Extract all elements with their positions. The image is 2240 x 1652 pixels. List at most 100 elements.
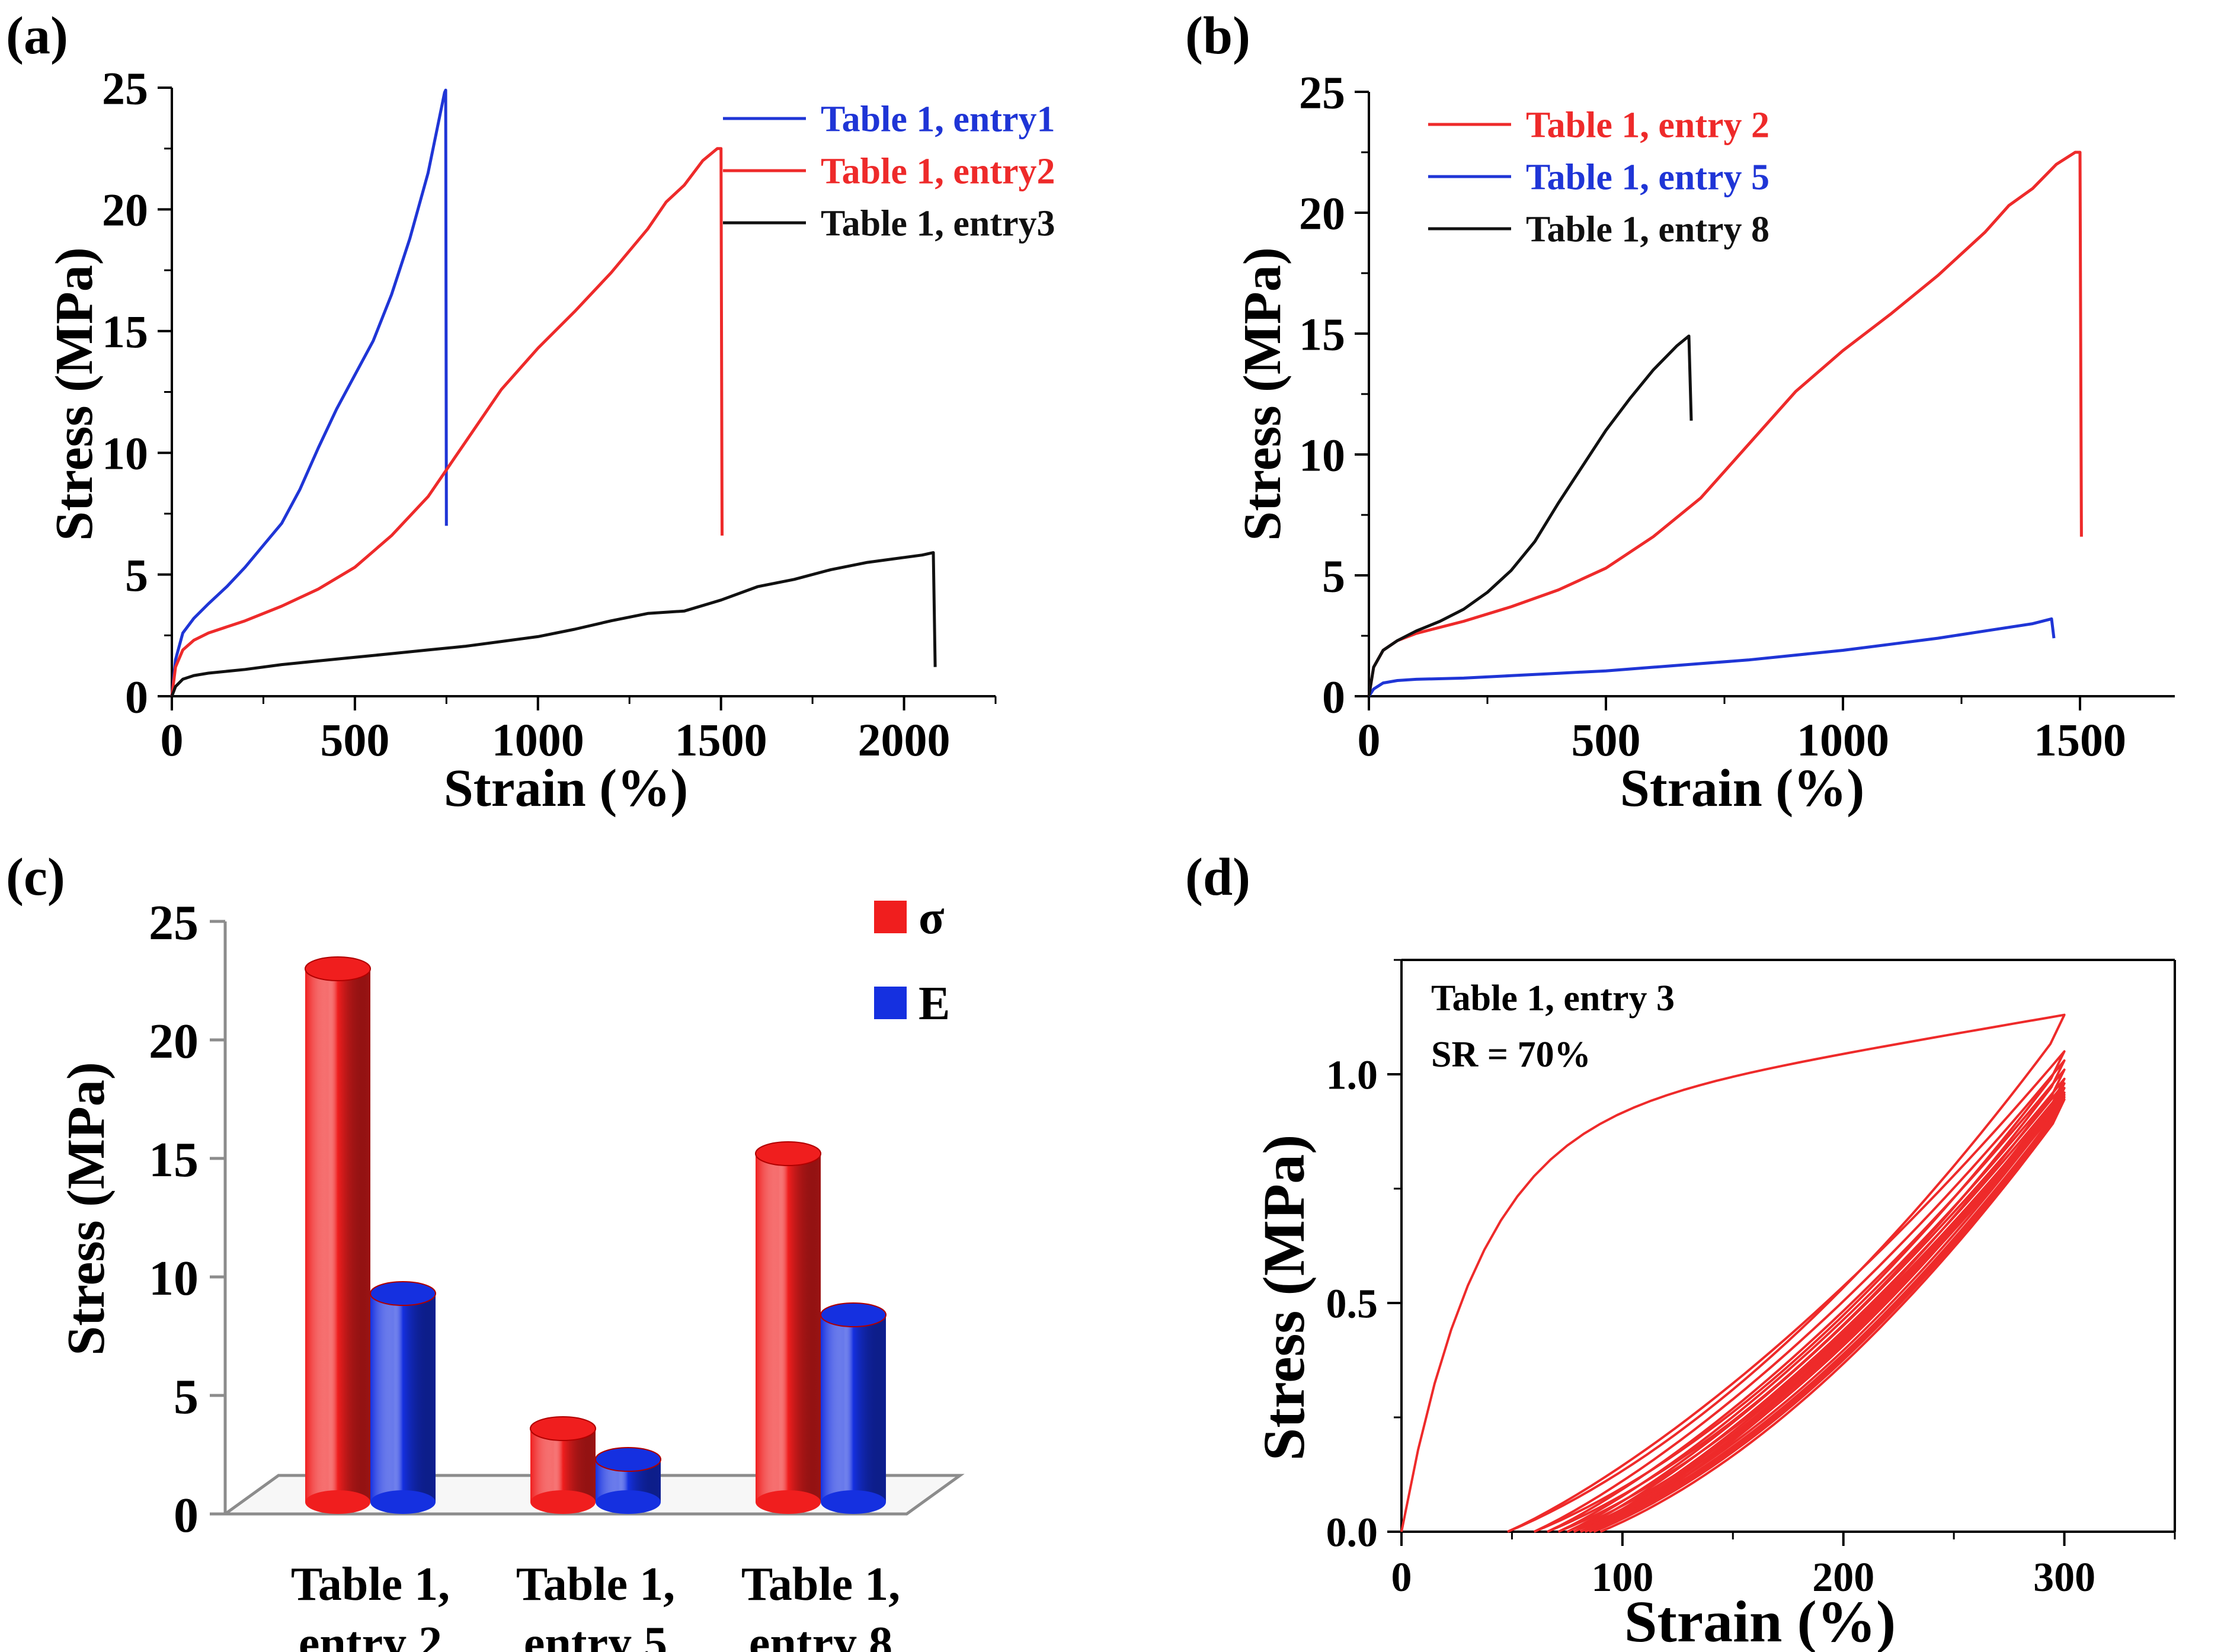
- panel-b: (b) 0 500 1000 1500 0 5 10 15 20 25 Strain (%) St…: [1185, 7, 2175, 818]
- panel-a-plot: 0 500 1000 1500 2000 0 5 10 15 20 25: [102, 62, 997, 766]
- y-tick-label: 20: [149, 1014, 199, 1069]
- panel-a-ylabel: Stress (MPa): [45, 247, 104, 541]
- series-line-2: [1367, 617, 2056, 697]
- bar-base: [530, 1490, 596, 1514]
- legend-label-1: σ: [919, 892, 945, 944]
- x-tick-label: 500: [320, 714, 389, 766]
- panel-b-label: (b): [1185, 7, 1250, 65]
- y-tick-label: 0.5: [1326, 1282, 1378, 1327]
- bar-base: [756, 1490, 821, 1514]
- series-line-3: [1367, 334, 1693, 697]
- category-label: entry 2: [299, 1618, 442, 1652]
- y-tick-label: 10: [102, 428, 148, 479]
- y-tick-label: 0.0: [1326, 1510, 1378, 1556]
- legend-label-1: Table 1, entry 2: [1526, 105, 1769, 146]
- bar-shade: [821, 1315, 886, 1502]
- panel-a: (a) 0 500 1000 1500 2000 0 5 10 15 20 25 Strain (%…: [6, 7, 1055, 818]
- x-tick-label: 0: [161, 714, 184, 766]
- legend-label-3: Table 1, entry3: [821, 204, 1055, 244]
- panel-a-label: (a): [6, 7, 68, 65]
- panel-b-legend: Table 1, entry 2 Table 1, entry 5 Table 1,…: [1428, 105, 1769, 250]
- y-tick-label: 0: [174, 1488, 199, 1543]
- x-tick-label: 0: [1358, 714, 1381, 766]
- series-line-3: [170, 551, 937, 697]
- bar-base: [370, 1490, 436, 1514]
- bar-cap: [305, 956, 371, 981]
- y-tick-label: 15: [1299, 308, 1345, 360]
- bar-E-3: [820, 1302, 887, 1514]
- x-tick-label: 1000: [492, 714, 584, 766]
- y-tick-label: 15: [149, 1132, 199, 1187]
- panel-c-plot: 0 5 10 15 20 25 Table 1, entry 2 Table 1, entry 5…: [149, 895, 965, 1652]
- category-label: entry 8: [749, 1618, 892, 1652]
- x-tick-label: 500: [1572, 714, 1641, 766]
- bar-σ-3: [755, 1141, 821, 1514]
- bar-shade: [305, 969, 370, 1502]
- bar-cap: [755, 1141, 821, 1166]
- x-tick-label: 1500: [675, 714, 767, 766]
- x-tick-label: 1500: [2034, 714, 2126, 766]
- cycle-line-8: [1580, 1091, 2066, 1533]
- bar-cap: [820, 1302, 887, 1327]
- x-tick-label: 200: [1812, 1555, 1874, 1600]
- panel-c-legend: σE: [874, 892, 950, 1030]
- y-tick-label: 10: [149, 1251, 199, 1306]
- legend-label-2: Table 1, entry2: [821, 152, 1055, 192]
- legend-label-2: Table 1, entry 5: [1526, 158, 1769, 198]
- cycle-line-11: [1593, 1098, 2066, 1533]
- y-tick-label: 25: [102, 62, 148, 114]
- y-tick-label: 10: [1299, 429, 1345, 481]
- panel-c-ylabel: Stress (MPa): [57, 1062, 116, 1356]
- y-tick-label: 20: [1299, 187, 1345, 239]
- panel-d-annotation-2: SR = 70%: [1431, 1035, 1591, 1075]
- series-line-2: [170, 147, 724, 697]
- y-tick-label: 25: [149, 895, 199, 950]
- y-tick-label: 25: [1299, 66, 1345, 118]
- panel-a-legend: Table 1, entry1 Table 1, entry2 Table 1, e…: [723, 100, 1055, 244]
- bar-cap: [530, 1416, 596, 1441]
- bar-E-1: [370, 1281, 436, 1514]
- y-tick-label: 0: [125, 671, 148, 722]
- x-tick-label: 100: [1591, 1555, 1653, 1600]
- panel-b-ylabel: Stress (MPa): [1233, 247, 1292, 541]
- x-tick-label: 2000: [858, 714, 951, 766]
- panel-b-xlabel: Strain (%): [1620, 759, 1864, 818]
- category-label: Table 1,: [741, 1558, 900, 1611]
- bar-base: [596, 1490, 661, 1514]
- bar-shade: [370, 1294, 436, 1502]
- category-label: Table 1,: [516, 1558, 675, 1611]
- bar-σ-2: [530, 1416, 596, 1514]
- bar-base: [305, 1490, 370, 1514]
- panel-d: (d) 0 100 200 300 0.0 0.5 1.0 Strain (%) Stres…: [1185, 848, 2176, 1652]
- cycle-line-9: [1584, 1093, 2066, 1533]
- panel-c-label: (c): [6, 848, 65, 907]
- y-tick-label: 5: [125, 549, 148, 601]
- cycle-line-6: [1566, 1082, 2066, 1533]
- panel-d-xlabel: Strain (%): [1624, 1589, 1896, 1652]
- x-tick-label: 0: [1391, 1555, 1412, 1600]
- y-tick-label: 0: [1322, 671, 1345, 722]
- panel-a-xlabel: Strain (%): [444, 759, 688, 818]
- category-label: entry 5: [524, 1618, 667, 1652]
- bar-cap: [595, 1447, 661, 1472]
- cycle-line-1: [1400, 1013, 2066, 1533]
- y-tick-label: 1.0: [1326, 1053, 1378, 1099]
- y-tick-label: 5: [174, 1369, 199, 1424]
- cycle-line-7: [1573, 1087, 2066, 1533]
- panel-b-plot: 0 500 1000 1500 0 5 10 15 20 25: [1299, 66, 2175, 766]
- legend-label-1: Table 1, entry1: [821, 100, 1055, 140]
- panel-d-label: (d): [1185, 848, 1250, 907]
- panel-c: (c) 0 5 10 15 20 25 Table 1, entry 2 Table 1, ent…: [6, 848, 965, 1652]
- y-tick-label: 15: [102, 306, 148, 357]
- bar-base: [821, 1490, 886, 1514]
- y-tick-label: 20: [102, 184, 148, 236]
- bar-σ-1: [305, 956, 371, 1514]
- cycle-line-2: [1507, 1050, 2066, 1533]
- legend-swatch-2: [874, 987, 907, 1019]
- legend-label-3: Table 1, entry 8: [1526, 210, 1769, 250]
- bar-E-2: [595, 1447, 661, 1514]
- series-line-1: [170, 88, 448, 697]
- x-tick-label: 1000: [1797, 714, 1889, 766]
- panel-d-plot: 0 100 200 300 0.0 0.5 1.0: [1326, 959, 2176, 1600]
